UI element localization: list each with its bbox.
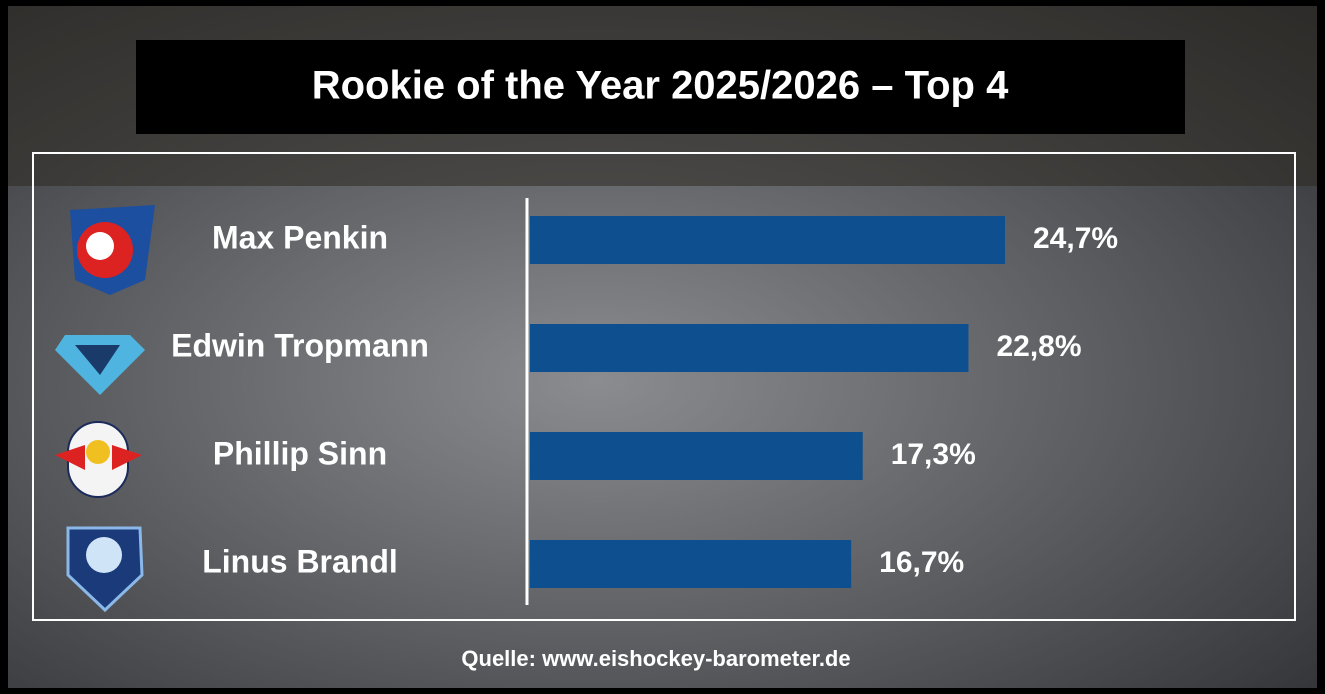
team-logo <box>66 526 144 613</box>
title-box <box>136 40 1185 134</box>
team-logo <box>55 421 142 498</box>
bar <box>530 216 1005 264</box>
value-label: 22,8% <box>996 330 1081 363</box>
category-label: Max Penkin <box>212 219 388 255</box>
source-note: Quelle: www.eishockey-barometer.de <box>461 646 850 671</box>
bar <box>530 324 969 372</box>
category-label: Linus Brandl <box>202 543 398 579</box>
bar <box>530 540 852 588</box>
frame <box>32 152 1296 621</box>
team-logo <box>55 335 145 395</box>
bar <box>530 432 863 480</box>
value-label: 17,3% <box>891 438 976 471</box>
chart-title: Rookie of the Year 2025/2026 – Top 4 <box>312 64 1009 108</box>
category-label: Phillip Sinn <box>213 435 387 471</box>
value-label: 24,7% <box>1033 222 1118 255</box>
team-logo <box>70 205 155 295</box>
category-label: Edwin Tropmann <box>171 327 429 363</box>
value-label: 16,7% <box>879 546 964 579</box>
